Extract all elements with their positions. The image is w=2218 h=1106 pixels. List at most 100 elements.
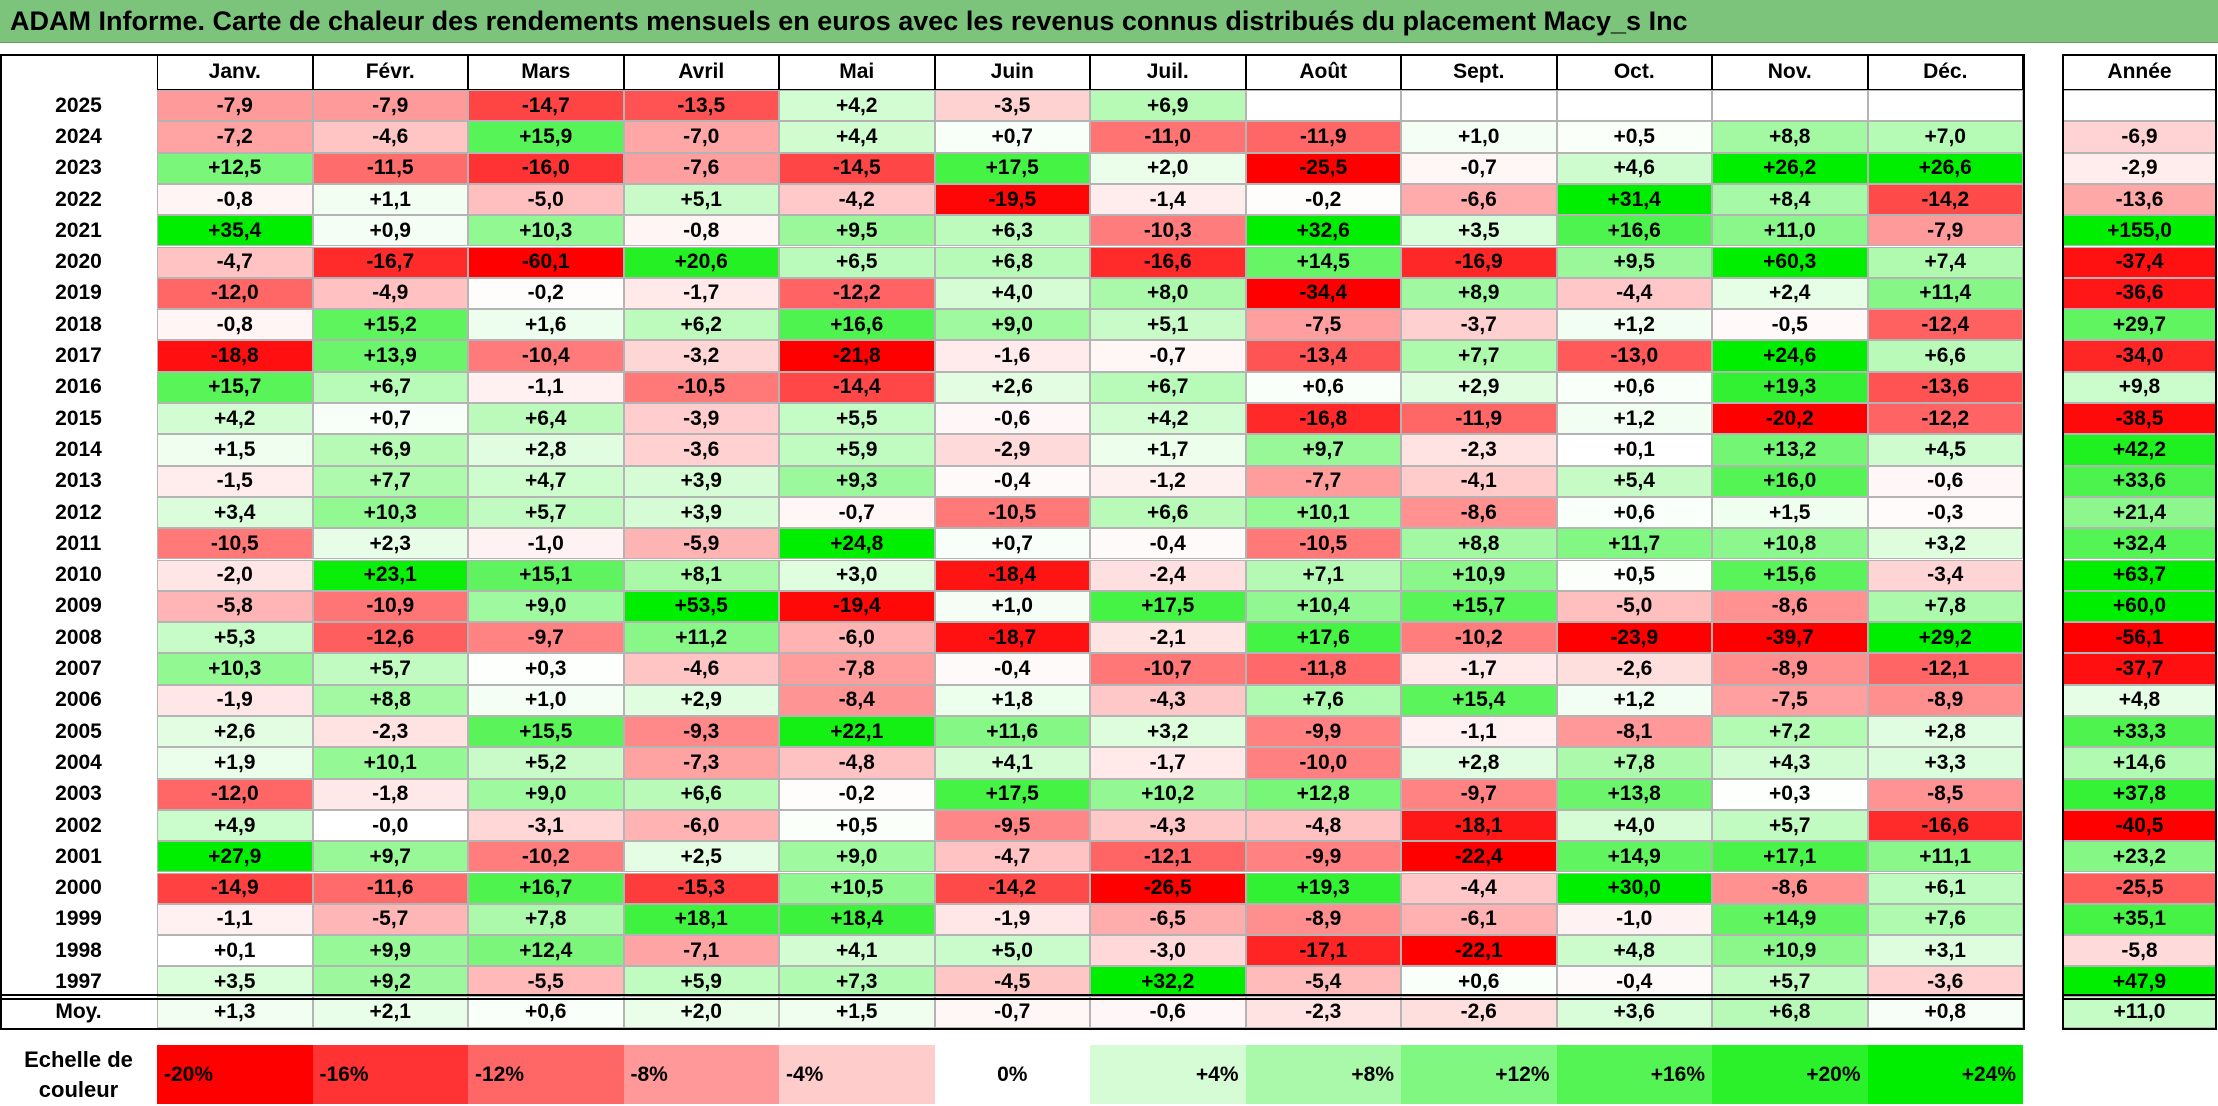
heatmap-cell: -8,9: [1712, 653, 1868, 685]
heatmap-cell: +9,0: [468, 778, 624, 810]
month-header: Févr.: [312, 54, 468, 90]
year-label: 1997: [55, 970, 102, 994]
heatmap-cell: +12,5: [157, 152, 313, 184]
heatmap-cell: -7,5: [1712, 684, 1868, 716]
heatmap-cell: +4,5: [1867, 434, 2023, 466]
heatmap-cell: +4,6: [1556, 152, 1712, 184]
year-label: 2011: [55, 531, 102, 555]
heatmap-cell: -60,1: [468, 246, 624, 278]
heatmap-cell: -0,4: [1556, 966, 1712, 998]
heatmap-cell: +6,1: [1867, 872, 2023, 904]
heatmap-cell: -12,0: [157, 277, 313, 310]
heatmap-cell: -4,9: [312, 277, 468, 310]
heatmap-cell: +17,5: [1090, 590, 1246, 623]
heatmap-cell: +1,6: [468, 309, 624, 341]
heatmap-cell: -11,6: [312, 872, 468, 904]
annual-cell: -37,7: [2062, 653, 2217, 685]
heatmap-cell: -13,5: [623, 90, 779, 122]
annual-cell: +155,0: [2062, 215, 2217, 247]
color-scale-step: 0%: [934, 1045, 1090, 1104]
year-label: 2014: [55, 437, 102, 461]
heatmap-cell: +13,8: [1556, 778, 1712, 810]
heatmap-cell: -1,2: [1090, 465, 1246, 497]
heatmap-cell: +15,6: [1712, 559, 1868, 591]
heatmap-cell: +16,0: [1712, 465, 1868, 497]
year-label: 2005: [55, 719, 102, 743]
average-cell: +0,8: [1867, 996, 2023, 1028]
heatmap-cell: -0,2: [1245, 183, 1401, 216]
heatmap-cell: -4,6: [312, 121, 468, 153]
heatmap-cell: -14,2: [1867, 183, 2023, 216]
heatmap-cell: +6,8: [934, 246, 1090, 278]
heatmap-cell: -8,6: [1712, 872, 1868, 904]
heatmap-cell: +0,6: [1401, 966, 1557, 998]
heatmap-cell: -11,5: [312, 152, 468, 184]
heatmap-cell: -0,8: [623, 215, 779, 247]
heatmap-cell: +4,2: [1090, 403, 1246, 435]
heatmap-cell: -5,0: [468, 183, 624, 216]
heatmap-cell: -5,4: [1245, 966, 1401, 998]
annual-cell: -36,6: [2062, 277, 2217, 310]
heatmap-cell: -18,7: [934, 622, 1090, 654]
heatmap-cell: -2,3: [312, 716, 468, 748]
heatmap-cell: -0,7: [779, 496, 935, 529]
heatmap-cell: +10,8: [1712, 528, 1868, 560]
heatmap-cell: -16,8: [1245, 403, 1401, 435]
heatmap-cell: -10,7: [1090, 653, 1246, 685]
heatmap-cell: -7,3: [623, 747, 779, 779]
heatmap-cell: -7,6: [623, 152, 779, 184]
heatmap-cell: -13,4: [1245, 340, 1401, 372]
heatmap-cell: +4,4: [779, 121, 935, 153]
heatmap-cell: -5,0: [1556, 590, 1712, 623]
color-scale-step: -4%: [779, 1045, 935, 1104]
heatmap-cell: -4,6: [623, 653, 779, 685]
heatmap-cell: -14,2: [934, 872, 1090, 904]
heatmap-cell: -0,8: [157, 309, 313, 341]
heatmap-cell: -16,9: [1401, 246, 1557, 278]
heatmap-cell: +12,4: [468, 935, 624, 967]
heatmap-cell: +3,4: [157, 496, 313, 529]
heatmap-cell: -20,2: [1712, 403, 1868, 435]
heatmap-cell: +5,2: [468, 747, 624, 779]
annual-cell: -56,1: [2062, 622, 2217, 654]
heatmap-cell: +10,9: [1401, 559, 1557, 591]
month-header: Déc.: [1867, 54, 2023, 90]
heatmap-cell: +15,1: [468, 559, 624, 591]
heatmap-cell: -11,9: [1245, 121, 1401, 153]
heatmap-cell: +0,1: [1556, 434, 1712, 466]
heatmap-cell: +11,4: [1867, 277, 2023, 310]
color-scale-step: +16%: [1556, 1045, 1712, 1104]
year-label: 2010: [55, 563, 102, 587]
heatmap-cell: +0,3: [1712, 778, 1868, 810]
heatmap-cell: +2,0: [1090, 152, 1246, 184]
heatmap-cell: +2,5: [623, 841, 779, 873]
heatmap-cell: +29,2: [1867, 622, 2023, 654]
heatmap-cell: -23,9: [1556, 622, 1712, 654]
month-header: Mars: [468, 54, 624, 90]
heatmap-cell: +2,8: [1401, 747, 1557, 779]
heatmap-cell: -10,5: [934, 496, 1090, 529]
heatmap-cell: +1,2: [1556, 403, 1712, 435]
average-annual-cell: +11,0: [2062, 996, 2217, 1028]
heatmap-cell: +17,1: [1712, 841, 1868, 873]
heatmap-cell: +30,0: [1556, 872, 1712, 904]
heatmap-cell: +5,0: [934, 935, 1090, 967]
heatmap-cell: -5,7: [312, 903, 468, 936]
heatmap-cell: +3,9: [623, 496, 779, 529]
heatmap-cell: +0,5: [1556, 559, 1712, 591]
heatmap-cell: +15,7: [157, 371, 313, 403]
heatmap-cell: +10,2: [1090, 778, 1246, 810]
heatmap-cell: +4,8: [1556, 935, 1712, 967]
year-label: 2012: [55, 500, 102, 524]
average-cell: +0,6: [468, 996, 624, 1028]
year-label: 2008: [55, 625, 102, 649]
heatmap-cell: +1,7: [1090, 434, 1246, 466]
year-label: 2016: [55, 375, 102, 399]
heatmap-cell: -18,4: [934, 559, 1090, 591]
heatmap-cell: +10,4: [1245, 590, 1401, 623]
heatmap-cell: -16,7: [312, 246, 468, 278]
heatmap-cell: [1712, 90, 1868, 122]
heatmap-cell: +24,6: [1712, 340, 1868, 372]
annual-cell: [2062, 90, 2217, 122]
color-scale-label: Echelle de couleur: [0, 1045, 157, 1104]
